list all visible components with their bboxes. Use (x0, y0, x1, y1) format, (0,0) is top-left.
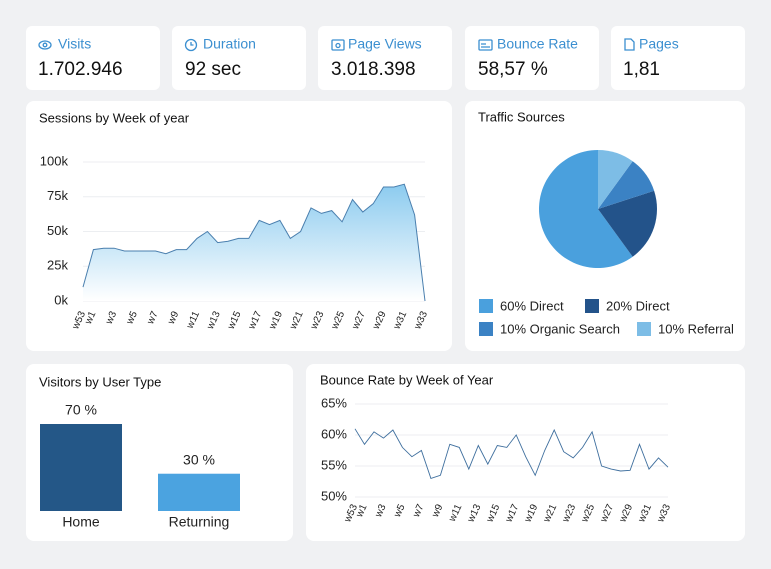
legend-label: 10% Organic Search (500, 321, 620, 336)
kpi-label: Page Views (348, 36, 422, 52)
pie-slice (598, 150, 633, 209)
chart-title: Sessions by Week of year (39, 110, 190, 125)
kpi-card (465, 26, 599, 90)
icon (38, 40, 52, 50)
legend-swatch (637, 322, 651, 336)
kpi-value: 58,57 % (478, 59, 548, 80)
icon (624, 38, 635, 51)
kpi-card (172, 26, 306, 90)
legend-label: 20% Direct (606, 298, 670, 313)
y-tick-label: 50k (47, 223, 68, 238)
icon (478, 39, 493, 51)
pie-slice (598, 190, 657, 257)
y-tick-label: 50% (321, 488, 347, 503)
y-tick-label: 100k (40, 153, 69, 168)
kpi-label: Visits (58, 36, 91, 52)
y-tick-label: 25k (47, 258, 68, 273)
value-label: 30 % (183, 451, 215, 467)
icon (184, 38, 198, 52)
area (83, 184, 425, 301)
y-tick-label: 75k (47, 188, 68, 203)
pie-slice (598, 161, 655, 209)
y-tick-label: 60% (321, 426, 347, 441)
x-tick-label: w1 (83, 309, 99, 327)
chart-title: Bounce Rate by Week of Year (320, 372, 494, 387)
kpi-value: 92 sec (185, 59, 241, 80)
icon (331, 39, 345, 51)
x-tick-label: w7 (411, 502, 427, 520)
icon (335, 42, 341, 49)
y-tick-label: 55% (321, 457, 347, 472)
kpi-card (611, 26, 745, 90)
legend-swatch (479, 322, 493, 336)
x-tick-label: Home (62, 514, 100, 530)
legend-swatch (479, 299, 493, 313)
legend-swatch (585, 299, 599, 313)
y-tick-label: 0k (54, 292, 68, 307)
x-tick-label: Returning (169, 514, 230, 530)
legend-label: 60% Direct (500, 298, 564, 313)
kpi-label: Bounce Rate (497, 36, 578, 52)
kpi-icons (38, 38, 635, 52)
bar (158, 473, 240, 511)
x-tick-label: w5 (124, 309, 140, 327)
bar (40, 424, 122, 511)
kpi-value: 1,81 (623, 59, 660, 80)
icon (190, 42, 194, 46)
x-tick-label: w9 (430, 502, 446, 520)
y-tick-label: 65% (321, 395, 347, 410)
x-tick-label: w3 (103, 309, 119, 327)
value-label: 70 % (65, 402, 97, 418)
kpi-label: Duration (203, 36, 256, 52)
pie-slice (539, 150, 633, 268)
kpi-value: 1.702.946 (38, 59, 123, 80)
x-tick-label: w9 (166, 309, 182, 327)
x-tick-label: w1 (354, 502, 370, 520)
icon (481, 43, 490, 48)
chart-title: Visitors by User Type (39, 374, 161, 389)
area-line (82, 183, 426, 302)
kpi-value: 3.018.398 (331, 59, 416, 80)
line (354, 428, 669, 479)
legend-label: 10% Referral (658, 321, 734, 336)
kpi-card (26, 26, 160, 90)
x-tick-label: w5 (392, 502, 408, 520)
kpi-card (318, 26, 452, 90)
x-tick-label: w7 (145, 309, 161, 327)
chart-title: Traffic Sources (478, 109, 565, 124)
kpi-label: Pages (639, 36, 679, 52)
x-tick-label: w3 (373, 502, 389, 520)
icon (42, 42, 48, 48)
